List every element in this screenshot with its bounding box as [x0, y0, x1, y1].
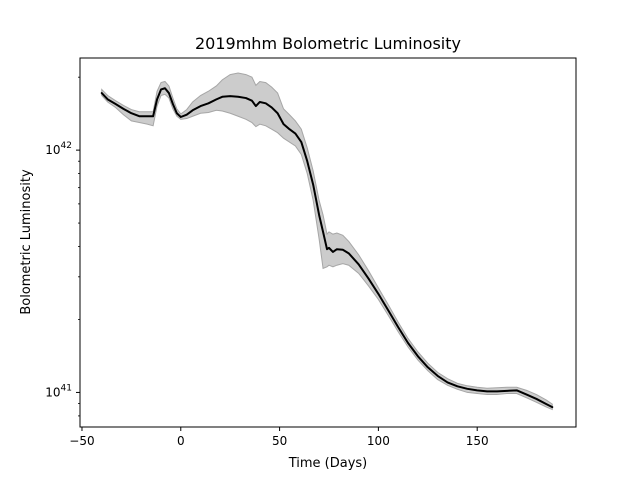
luminosity-line-0	[100, 87, 554, 409]
y-tick-label: 1042	[45, 141, 72, 157]
x-axis-title: Time (Days)	[288, 456, 368, 471]
y-axis-title: Bolometric Luminosity	[19, 169, 34, 315]
uncertainty-band-0	[101, 72, 553, 411]
x-tick-label: −50	[69, 434, 94, 448]
x-tick-label: 100	[367, 434, 390, 448]
plot-frame	[79, 57, 577, 428]
chart-title: 2019mhm Bolometric Luminosity	[195, 34, 461, 53]
y-axis: 1041 1042	[45, 76, 80, 417]
x-tick-label: 50	[272, 434, 287, 448]
x-tick-label: 150	[466, 434, 489, 448]
x-tick-label: 0	[177, 434, 185, 448]
y-tick-label: 1041	[45, 383, 72, 399]
x-axis: −50 0 50 100 150	[69, 427, 489, 448]
plot-area	[100, 72, 554, 411]
